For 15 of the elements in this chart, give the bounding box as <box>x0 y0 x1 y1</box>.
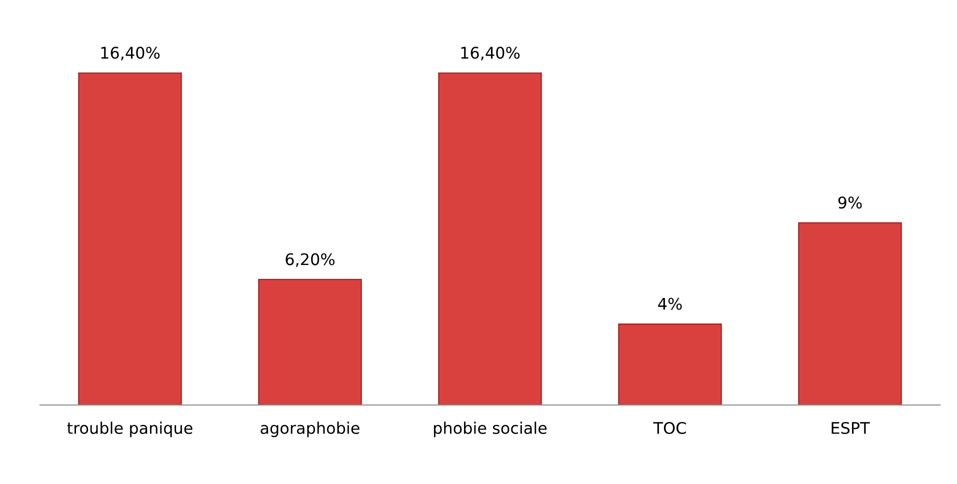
bar <box>618 323 722 405</box>
data-label: 4% <box>658 298 682 310</box>
data-label: 16,40% <box>101 46 160 60</box>
bar <box>798 222 902 405</box>
x-tick-label: trouble panique <box>67 422 192 438</box>
x-tick-label: ESPT <box>832 422 870 434</box>
bar <box>258 278 362 405</box>
bar <box>78 72 182 405</box>
x-tick-label: TOC <box>653 422 686 434</box>
data-label: 9% <box>838 196 862 209</box>
bar <box>438 72 542 405</box>
data-label: 6,20% <box>286 253 334 267</box>
data-label: 16,40% <box>461 46 520 60</box>
x-tick-label: agoraphobie <box>260 422 360 438</box>
x-tick-label: phobie sociale <box>434 422 547 438</box>
